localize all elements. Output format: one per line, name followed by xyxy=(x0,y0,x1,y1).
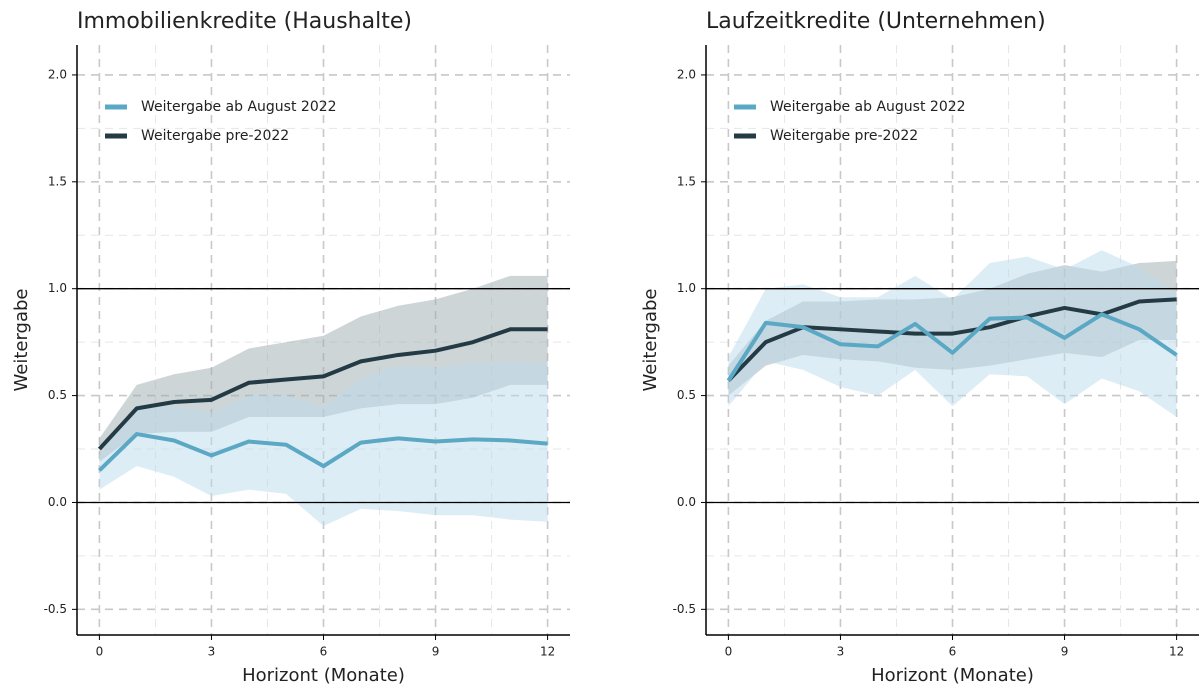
y-tick-label: -0.5 xyxy=(44,602,67,616)
x-axis-label: Horizont (Monate) xyxy=(871,665,1034,686)
y-tick-label: 0.5 xyxy=(677,388,696,402)
x-tick-label: 6 xyxy=(949,645,957,659)
y-axis-label: Weitergabe xyxy=(640,289,661,392)
series-line xyxy=(98,432,548,472)
series-line xyxy=(97,327,548,451)
x-tick-label: 0 xyxy=(725,645,733,659)
x-tick-label: 12 xyxy=(1169,645,1184,659)
panel: Laufzeitkredite (Unternehmen) -0.5 0.0 0.5 1… xyxy=(640,9,1199,686)
legend-label: Weitergabe ab August 2022 xyxy=(770,99,966,115)
x-tick-label: 6 xyxy=(320,645,328,659)
x-tick-label: 9 xyxy=(1061,645,1069,659)
y-tick-label: -0.5 xyxy=(673,602,696,616)
y-tick-label: 1.0 xyxy=(677,281,696,295)
confidence-band xyxy=(99,361,548,526)
x-tick-label: 3 xyxy=(837,645,845,659)
legend-label: Weitergabe ab August 2022 xyxy=(141,99,337,115)
legend-label: Weitergabe pre-2022 xyxy=(770,128,918,144)
y-tick-label: 0.0 xyxy=(48,495,67,509)
y-tick-label: 1.5 xyxy=(48,174,67,188)
x-axis-label: Horizont (Monate) xyxy=(242,665,405,686)
x-tick-label: 12 xyxy=(540,645,555,659)
y-tick-label: 2.0 xyxy=(48,67,67,81)
y-axis-label: Weitergabe xyxy=(11,289,32,392)
y-tick-label: 0.5 xyxy=(48,388,67,402)
series-line xyxy=(726,312,1178,382)
legend-label: Weitergabe pre-2022 xyxy=(141,128,289,144)
panel: Immobilienkredite (Haushalte) -0.5 0.0 0.5 1… xyxy=(11,9,570,686)
y-tick-label: 1.0 xyxy=(48,281,67,295)
y-tick-label: 1.5 xyxy=(677,174,696,188)
x-tick-label: 0 xyxy=(96,645,104,659)
y-tick-label: 0.0 xyxy=(677,495,696,509)
chart-title: Laufzeitkredite (Unternehmen) xyxy=(706,9,1046,34)
x-tick-label: 3 xyxy=(208,645,216,659)
chart-title: Immobilienkredite (Haushalte) xyxy=(77,9,412,34)
x-tick-label: 9 xyxy=(432,645,440,659)
y-tick-label: 2.0 xyxy=(677,67,696,81)
